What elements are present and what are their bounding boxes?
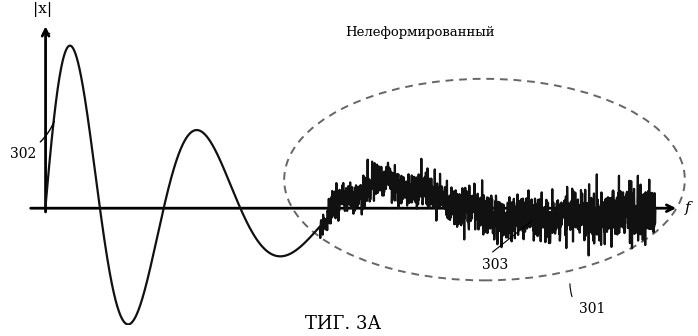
Text: 302: 302 [10,121,54,161]
Text: 301: 301 [579,302,605,316]
Text: ΤИГ. 3А: ΤИГ. 3А [305,315,381,333]
Text: |x|: |x| [33,2,52,17]
Text: Нелеформированный: Нелеформированный [345,26,494,39]
Text: 303: 303 [482,258,508,271]
Text: f: f [685,201,690,215]
